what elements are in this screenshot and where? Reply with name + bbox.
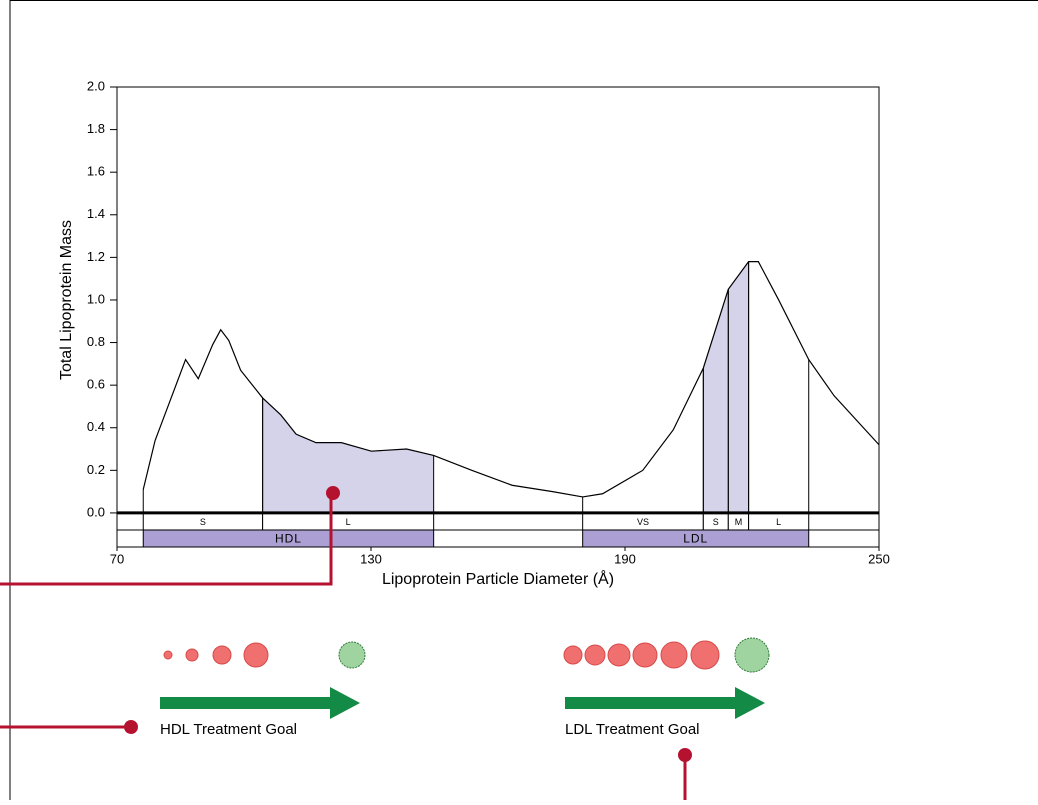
chart: 0.0 0.2 0.4 0.6 0.8 1.0 1.2 1.4 1.6 1.8 2.0 70 130 19… [0, 0, 1038, 800]
x-axis-title: Lipoprotein Particle Diameter (Å) [382, 569, 614, 588]
particle [186, 649, 198, 661]
subclass-label: VS [637, 517, 649, 527]
subclass-label: M [735, 517, 743, 527]
annotation: HDL Treatment Goal [160, 721, 297, 738]
annotation: LDL Treatment Goal [565, 721, 700, 738]
particle [585, 645, 605, 665]
y-tick-label: 1.6 [87, 164, 105, 179]
subclass-label: S [713, 517, 719, 527]
callout-dot [326, 486, 340, 500]
particle [633, 643, 657, 667]
y-tick-label: 0.2 [87, 462, 105, 477]
subclass-label: L [346, 517, 351, 527]
callout-dot [124, 720, 138, 734]
subclass-label: S [200, 517, 206, 527]
y-tick-label: 0.6 [87, 377, 105, 392]
subclass-label: L [776, 517, 781, 527]
particle [608, 644, 630, 666]
y-tick-label: 0.4 [87, 419, 105, 434]
y-tick-label: 1.4 [87, 206, 105, 221]
y-tick-label: 0.8 [87, 334, 105, 349]
hdl-particles [164, 642, 365, 668]
particle [213, 646, 231, 664]
particle [691, 641, 719, 669]
particle-goal [339, 642, 365, 668]
class-label: LDL [683, 532, 708, 546]
x-tick-label: 130 [360, 551, 382, 566]
plot-area: 0.0 0.2 0.4 0.6 0.8 1.0 1.2 1.4 1.6 1.8 2.0 70 130 19… [87, 78, 890, 566]
ldl-particles [564, 638, 769, 672]
plot-frame [117, 87, 879, 547]
callout-dot [678, 748, 692, 762]
y-tick-label: 1.2 [87, 249, 105, 264]
class-label: HDL [275, 532, 302, 546]
particle [661, 642, 687, 668]
highlight-area [263, 398, 434, 513]
data-line [143, 262, 879, 497]
page: 0.0 0.2 0.4 0.6 0.8 1.0 1.2 1.4 1.6 1.8 2.0 70 130 19… [0, 0, 1038, 800]
particle [564, 646, 582, 664]
hdl-arrow [160, 687, 360, 719]
y-tick-label: 1.8 [87, 121, 105, 136]
x-tick-label: 250 [868, 551, 890, 566]
y-tick-label: 1.0 [87, 291, 105, 306]
y-tick-label: 2.0 [87, 78, 105, 93]
particle [164, 651, 172, 659]
x-tick-label: 190 [614, 551, 636, 566]
x-tick-label: 70 [110, 551, 124, 566]
highlight-area [703, 262, 748, 513]
y-axis-title: Total Lipoprotein Mass [58, 220, 75, 380]
particle-goal [735, 638, 769, 672]
particle [244, 643, 268, 667]
ldl-arrow [565, 687, 765, 719]
y-tick-label: 0.0 [87, 504, 105, 519]
